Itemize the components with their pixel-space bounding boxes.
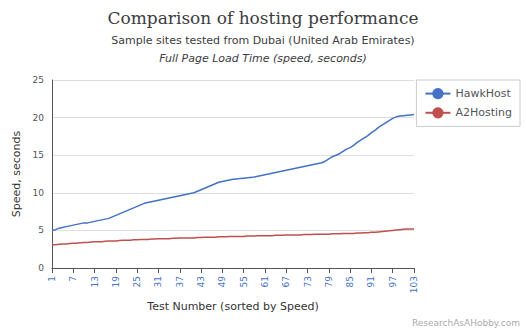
svg-text:Full Page Load Time (speed, se: Full Page Load Time (speed, seconds) [159, 52, 367, 65]
svg-text:85: 85 [345, 276, 355, 287]
svg-text:20: 20 [33, 113, 45, 123]
svg-text:55: 55 [239, 276, 249, 287]
svg-text:5: 5 [38, 225, 44, 235]
svg-text:97: 97 [388, 276, 398, 287]
svg-text:79: 79 [324, 276, 334, 288]
svg-text:25: 25 [33, 75, 44, 85]
svg-text:0: 0 [38, 263, 44, 273]
svg-text:25: 25 [132, 276, 142, 287]
svg-text:Comparison of hosting performa: Comparison of hosting performance [107, 8, 418, 28]
svg-text:10: 10 [33, 188, 45, 198]
svg-text:7: 7 [68, 276, 78, 282]
svg-text:HawkHost: HawkHost [455, 87, 511, 100]
svg-text:13: 13 [90, 276, 100, 287]
svg-text:19: 19 [111, 276, 121, 288]
svg-text:1: 1 [47, 276, 57, 282]
svg-text:73: 73 [303, 276, 313, 287]
svg-text:31: 31 [153, 276, 163, 287]
svg-text:103: 103 [409, 276, 419, 293]
svg-text:Sample sites tested from Dubai: Sample sites tested from Dubai (United A… [111, 34, 414, 47]
svg-text:A2Hosting: A2Hosting [455, 106, 512, 119]
svg-text:15: 15 [33, 150, 44, 160]
svg-text:67: 67 [281, 276, 291, 287]
svg-text:37: 37 [175, 276, 185, 287]
svg-text:43: 43 [196, 276, 206, 287]
svg-text:61: 61 [260, 276, 270, 287]
svg-text:Speed, seconds: Speed, seconds [10, 131, 23, 218]
svg-text:Test Number (sorted by Speed): Test Number (sorted by Speed) [146, 300, 318, 313]
svg-text:49: 49 [217, 276, 227, 288]
svg-text:ResearchAsAHobby.com: ResearchAsAHobby.com [412, 318, 520, 328]
svg-text:91: 91 [366, 276, 376, 287]
